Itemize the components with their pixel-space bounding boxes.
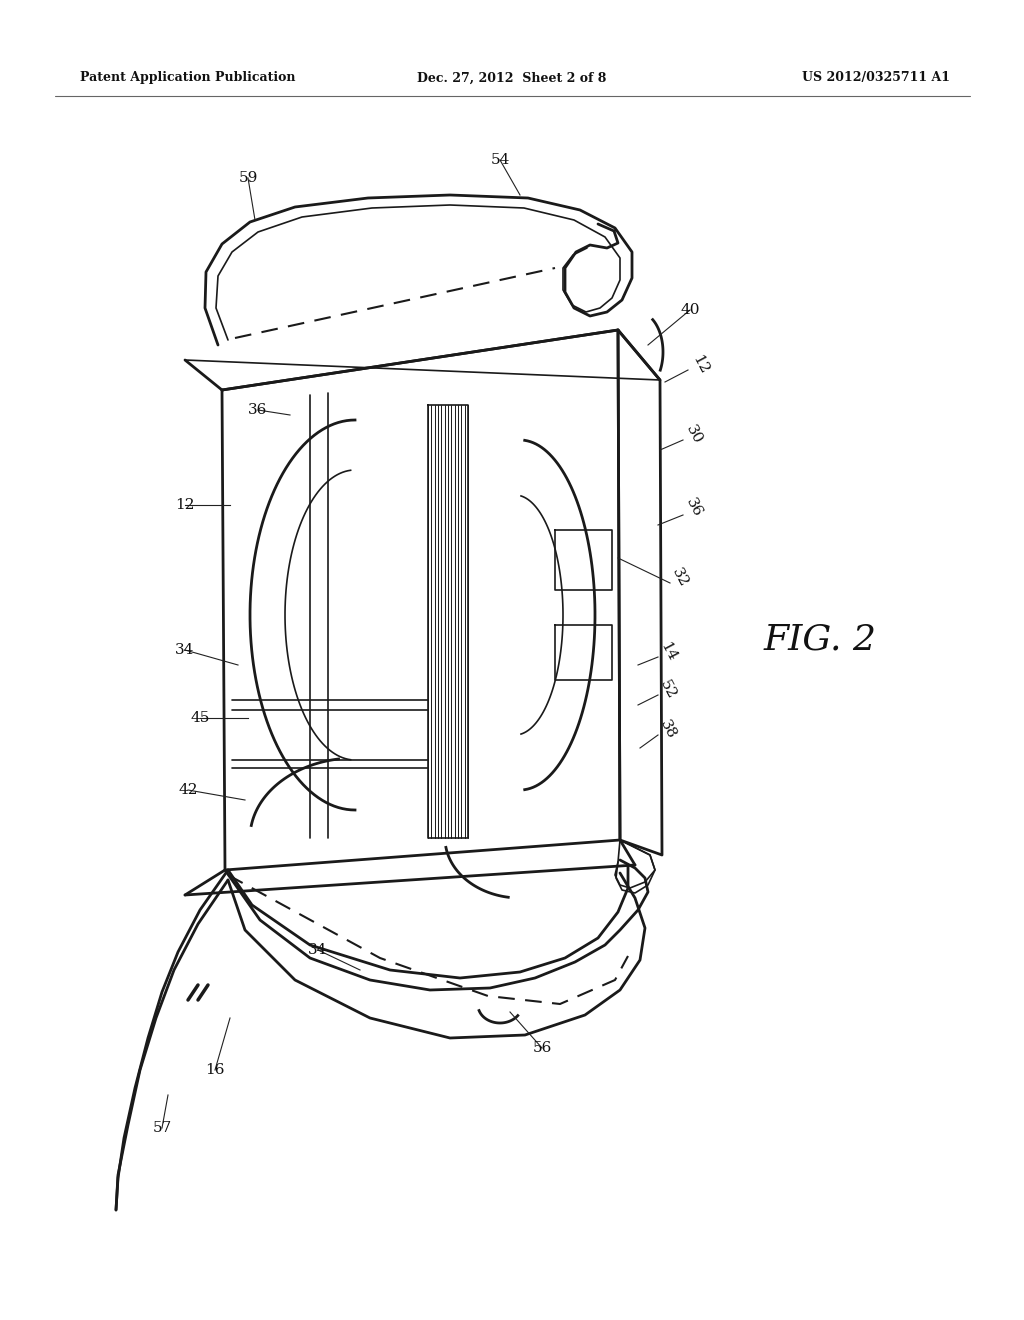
- Text: 36: 36: [683, 496, 705, 520]
- Text: 14: 14: [657, 640, 679, 664]
- Text: 59: 59: [239, 172, 258, 185]
- Text: 56: 56: [532, 1041, 552, 1055]
- Text: 12: 12: [175, 498, 195, 512]
- Text: 45: 45: [190, 711, 210, 725]
- Text: 30: 30: [683, 424, 705, 447]
- Text: 16: 16: [205, 1063, 224, 1077]
- Text: Patent Application Publication: Patent Application Publication: [80, 71, 296, 84]
- Text: 12: 12: [689, 354, 711, 378]
- Text: 32: 32: [670, 566, 691, 590]
- Text: 34: 34: [308, 942, 328, 957]
- Text: FIG. 2: FIG. 2: [764, 623, 877, 657]
- Text: 40: 40: [680, 304, 699, 317]
- Text: 57: 57: [153, 1121, 172, 1135]
- Text: 34: 34: [175, 643, 195, 657]
- Text: 36: 36: [248, 403, 267, 417]
- Text: 54: 54: [490, 153, 510, 168]
- Text: 38: 38: [657, 718, 679, 742]
- Text: US 2012/0325711 A1: US 2012/0325711 A1: [802, 71, 950, 84]
- Text: Dec. 27, 2012  Sheet 2 of 8: Dec. 27, 2012 Sheet 2 of 8: [418, 71, 606, 84]
- Text: 42: 42: [178, 783, 198, 797]
- Text: 52: 52: [657, 678, 679, 702]
